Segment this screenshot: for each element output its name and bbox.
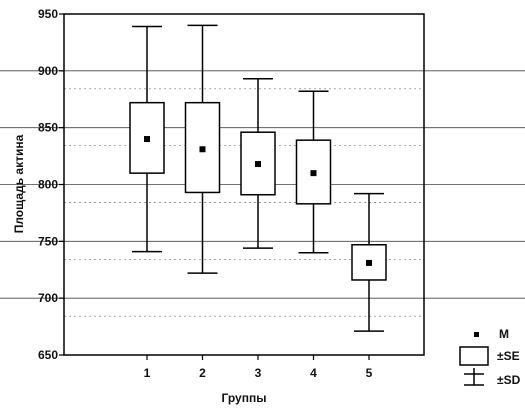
- mean-marker: [366, 259, 372, 266]
- mean-marker: [255, 161, 261, 168]
- x-tick-label-1: 1: [144, 366, 151, 380]
- legend-box-label: ±SE: [497, 349, 520, 363]
- box-group-2: [184, 24, 221, 274]
- y-tick-label-950: 950: [38, 7, 58, 21]
- legend-box-marker: [459, 346, 489, 366]
- y-tick-label-900: 900: [38, 64, 58, 78]
- x-axis-ticks: 1 2 3 4 5: [144, 355, 373, 380]
- x-tick-label-4: 4: [310, 366, 317, 380]
- y-tick-label-650: 650: [38, 348, 58, 362]
- x-axis-title: Группы: [222, 391, 267, 405]
- box-group-1: [129, 25, 165, 253]
- legend: M ±SE ±SD: [459, 327, 521, 387]
- x-tick-label-2: 2: [199, 366, 206, 380]
- y-axis-ticks: 650 700 750 800 850 900 950: [38, 7, 64, 362]
- mean-marker: [310, 170, 317, 177]
- box-group-5: [351, 192, 387, 332]
- x-tick-label-3: 3: [255, 366, 262, 380]
- x-tick-label-5: 5: [366, 366, 373, 380]
- mean-marker: [199, 146, 206, 153]
- legend-mean-label: M: [499, 327, 509, 341]
- mean-marker: [144, 136, 150, 143]
- box-group-3: [240, 78, 276, 249]
- box-group-4: [295, 90, 332, 254]
- y-tick-label-800: 800: [38, 178, 58, 192]
- legend-whisker-label: ±SD: [497, 373, 521, 387]
- boxes-layer: [129, 24, 387, 332]
- y-tick-label-750: 750: [38, 234, 58, 248]
- se-box: [240, 131, 276, 196]
- y-axis-title: Площадь актина: [12, 134, 26, 233]
- y-tick-label-850: 850: [38, 121, 58, 135]
- legend-mean-marker: [474, 332, 479, 337]
- y-tick-label-700: 700: [38, 291, 58, 305]
